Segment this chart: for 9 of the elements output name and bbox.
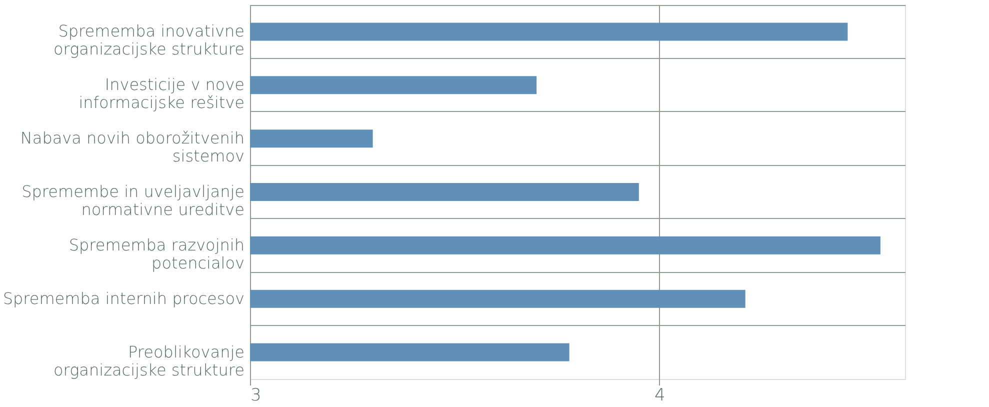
y-tick-label: Preoblikovanje organizacijske strukture xyxy=(53,342,244,380)
x-tick-label: 3 xyxy=(250,386,262,406)
x-tick-label: 4 xyxy=(654,386,666,406)
y-tick-label: Sprememba razvojnih potencialov xyxy=(68,235,244,272)
y-tick-label: Spremembe in uveljavljanje normativne ureditve xyxy=(22,182,244,219)
y-tick-label: Nabava novih oborožitvenih sistemov xyxy=(20,128,244,166)
y-tick-label: Sprememba inovativne organizacijske strukture xyxy=(53,22,244,59)
y-tick-label: Investicije v nove informacijske rešitve xyxy=(78,75,244,112)
y-tick-label: Sprememba internih procesov xyxy=(2,288,244,308)
